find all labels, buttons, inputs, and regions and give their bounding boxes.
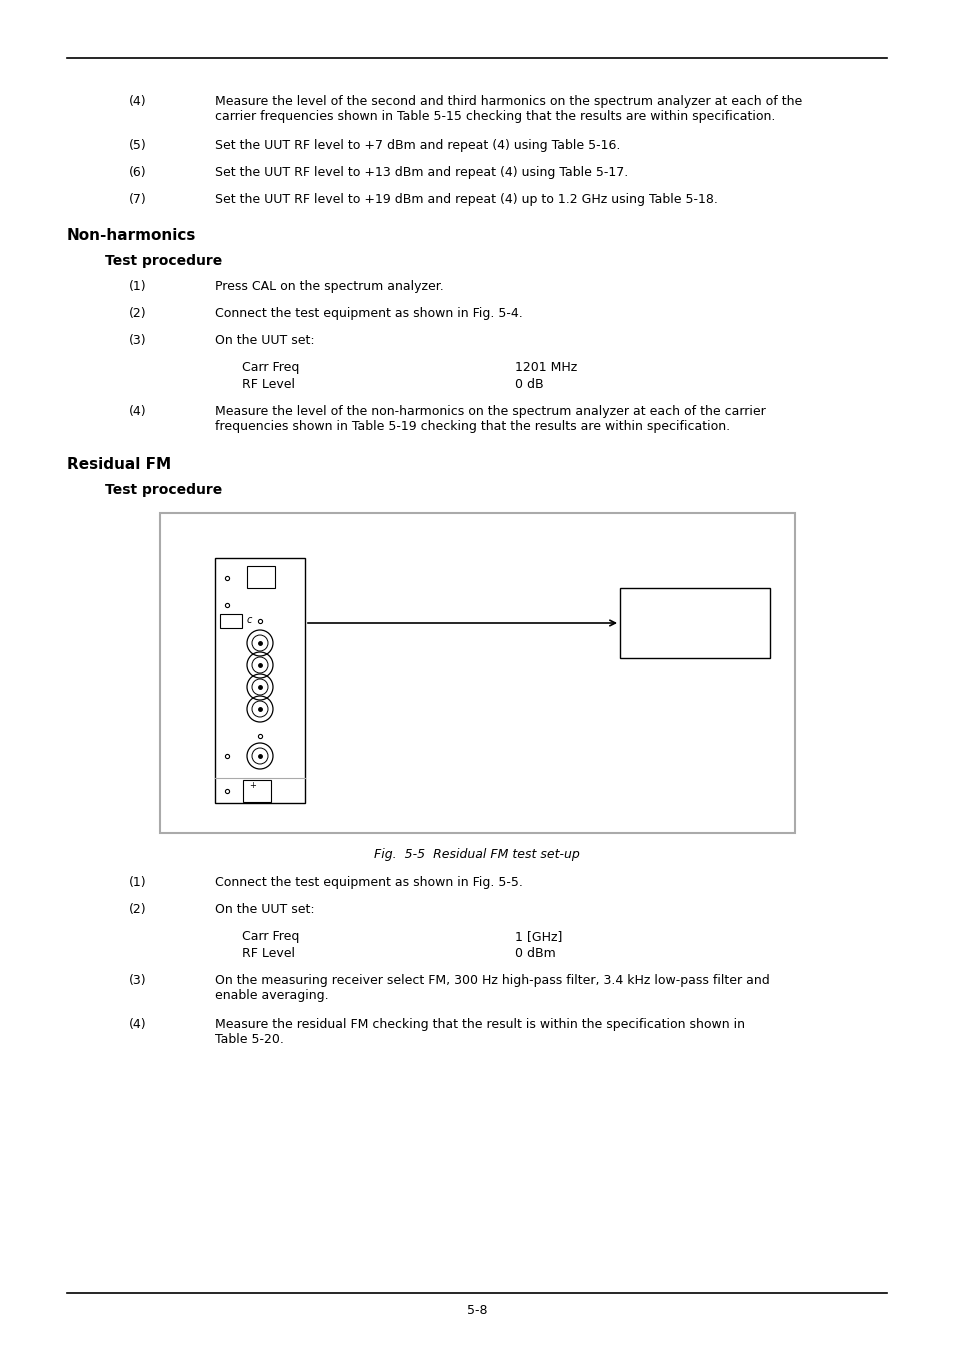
Text: (4): (4) <box>130 1019 147 1031</box>
Text: Press CAL on the spectrum analyzer.: Press CAL on the spectrum analyzer. <box>214 280 443 293</box>
Text: 0 dBm: 0 dBm <box>515 947 556 961</box>
Text: Carr Freq: Carr Freq <box>242 361 299 374</box>
Text: Non-harmonics: Non-harmonics <box>67 228 196 243</box>
Text: Carr Freq: Carr Freq <box>242 929 299 943</box>
Text: On the UUT set:: On the UUT set: <box>214 334 314 347</box>
Text: Test procedure: Test procedure <box>105 484 222 497</box>
Text: Measure the level of the non-harmonics on the spectrum analyzer at each of the c: Measure the level of the non-harmonics o… <box>214 405 765 434</box>
Text: RF Level: RF Level <box>242 947 294 961</box>
Bar <box>247 566 274 588</box>
Text: 1 [GHz]: 1 [GHz] <box>515 929 561 943</box>
Text: c: c <box>247 615 253 626</box>
Text: 1201 MHz: 1201 MHz <box>515 361 577 374</box>
Text: (7): (7) <box>129 193 147 205</box>
Text: Fig.  5-5  Residual FM test set-up: Fig. 5-5 Residual FM test set-up <box>374 848 579 861</box>
Text: On the measuring receiver select FM, 300 Hz high-pass filter, 3.4 kHz low-pass f: On the measuring receiver select FM, 300… <box>214 974 769 1002</box>
Bar <box>243 780 271 802</box>
Text: On the UUT set:: On the UUT set: <box>214 902 314 916</box>
Text: Set the UUT RF level to +19 dBm and repeat (4) up to 1.2 GHz using Table 5-18.: Set the UUT RF level to +19 dBm and repe… <box>214 193 717 205</box>
Text: 0 dB: 0 dB <box>515 378 543 390</box>
Text: (4): (4) <box>130 95 147 108</box>
Text: (5): (5) <box>129 139 147 153</box>
Text: (4): (4) <box>130 405 147 417</box>
Text: (2): (2) <box>130 902 147 916</box>
Text: Residual FM: Residual FM <box>67 457 171 471</box>
Text: Measure the level of the second and third harmonics on the spectrum analyzer at : Measure the level of the second and thir… <box>214 95 801 123</box>
Text: RF Level: RF Level <box>242 378 294 390</box>
Bar <box>220 613 242 628</box>
Text: Set the UUT RF level to +13 dBm and repeat (4) using Table 5-17.: Set the UUT RF level to +13 dBm and repe… <box>214 166 628 178</box>
Text: +: + <box>250 781 256 790</box>
Text: Test procedure: Test procedure <box>105 254 222 267</box>
Text: (6): (6) <box>130 166 147 178</box>
Text: Measure the residual FM checking that the result is within the specification sho: Measure the residual FM checking that th… <box>214 1019 744 1046</box>
Text: (3): (3) <box>130 974 147 988</box>
Bar <box>214 558 305 802</box>
Text: 5-8: 5-8 <box>466 1305 487 1317</box>
Text: Set the UUT RF level to +7 dBm and repeat (4) using Table 5-16.: Set the UUT RF level to +7 dBm and repea… <box>214 139 619 153</box>
Bar <box>619 588 769 658</box>
Text: Connect the test equipment as shown in Fig. 5-5.: Connect the test equipment as shown in F… <box>214 875 522 889</box>
Text: (1): (1) <box>130 875 147 889</box>
Text: (1): (1) <box>130 280 147 293</box>
Text: (2): (2) <box>130 307 147 320</box>
Text: Connect the test equipment as shown in Fig. 5-4.: Connect the test equipment as shown in F… <box>214 307 522 320</box>
Bar <box>160 513 794 834</box>
Text: (3): (3) <box>130 334 147 347</box>
